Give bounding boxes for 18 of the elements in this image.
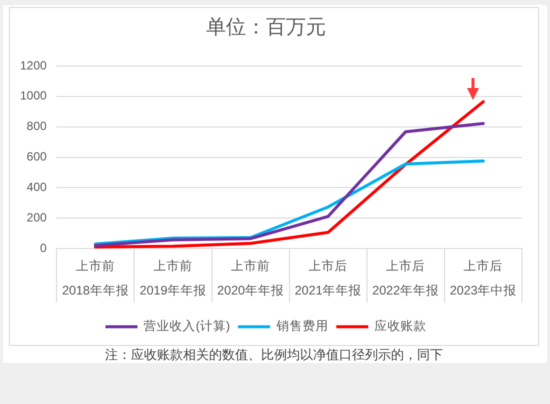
legend-label: 营业收入(计算)	[144, 319, 230, 334]
legend-label: 销售费用	[275, 319, 328, 334]
y-tick-label: 400	[26, 180, 48, 194]
y-tick-label: 1000	[20, 88, 48, 103]
x-tick-label: 上市后 2022年年报	[372, 259, 440, 298]
y-tick-label: 1200	[20, 58, 48, 72]
y-tick-label: 200	[26, 210, 48, 224]
x-tick-label: 上市前 2018年年报	[62, 259, 129, 298]
x-tick-label: 上市前 2020年年报	[217, 259, 284, 298]
x-tick-label: 上市前 2019年年报	[140, 259, 206, 298]
x-tick-label: 上市后 2021年年报	[294, 259, 362, 298]
text: 注：应收账款相关的数值、比例均以净值口径列示的，同下	[104, 347, 444, 363]
y-tick-label: 600	[26, 150, 48, 164]
y-tick-label: 800	[26, 119, 48, 134]
chart-title: 单位：百万元	[206, 16, 326, 39]
y-tick-label: 0	[40, 240, 48, 255]
legend-label: 应收账款	[374, 318, 427, 334]
x-tick-label: 上市后 2023年中报	[450, 259, 517, 298]
